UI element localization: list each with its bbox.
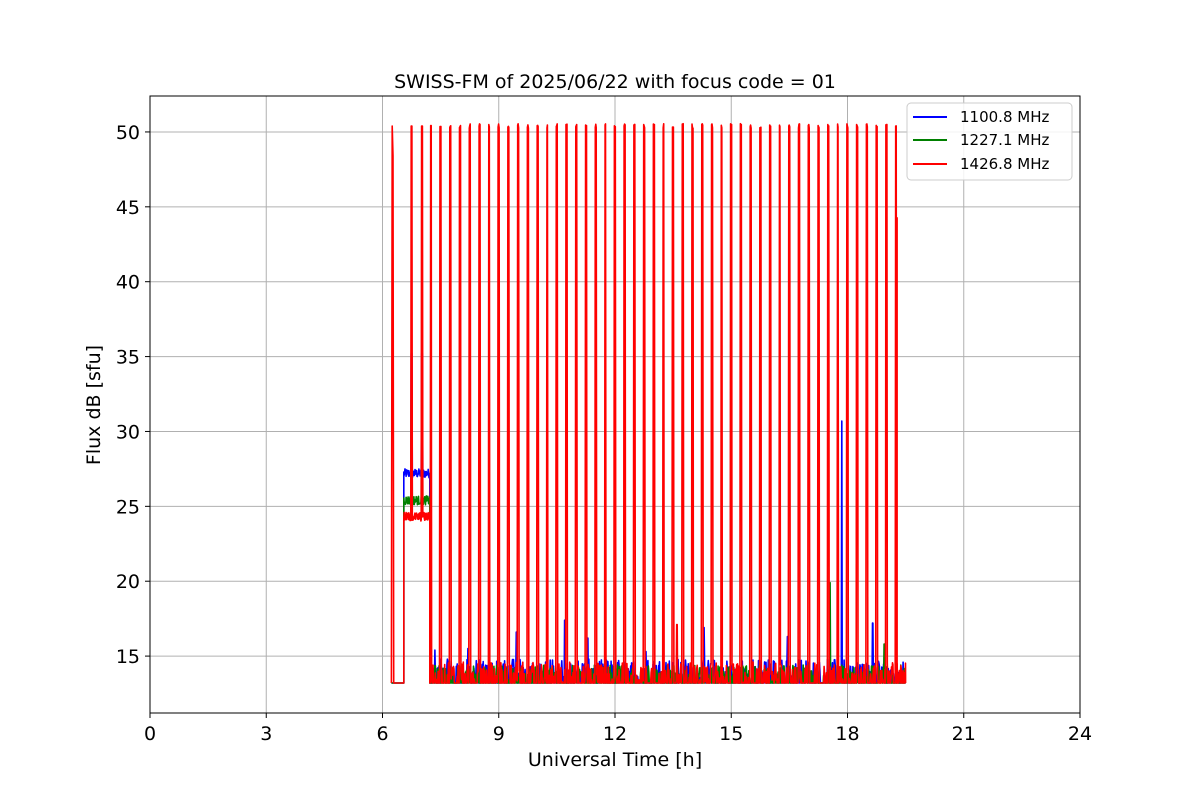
y-tick-label: 15: [116, 646, 140, 668]
y-tick-label: 50: [116, 122, 140, 144]
x-tick-label: 18: [835, 723, 859, 745]
x-tick-label: 15: [719, 723, 743, 745]
legend-label-1227: 1227.1 MHz: [960, 131, 1049, 149]
tick-layer: 0 3 6 9 12 15 18 21 24 15 20 25 30 35 40 45 50: [116, 122, 1092, 745]
x-tick-label: 21: [952, 723, 976, 745]
x-tick-label: 0: [144, 723, 156, 745]
legend-box: [906, 102, 1073, 181]
x-tick-label: 24: [1068, 723, 1092, 745]
x-tick-label: 3: [260, 723, 272, 745]
series-line: [390, 122, 907, 684]
chart-title: SWISS-FM of 2025/06/22 with focus code =…: [394, 71, 836, 93]
x-tick-label: 12: [603, 723, 627, 745]
x-tick-label: 9: [493, 723, 505, 745]
y-tick-label: 25: [116, 496, 140, 518]
y-tick-label: 45: [116, 197, 140, 219]
series-layer: [390, 122, 907, 684]
y-tick-label: 40: [116, 272, 140, 294]
y-axis-label: Flux dB [sfu]: [83, 345, 105, 465]
x-axis-label: Universal Time [h]: [528, 749, 702, 771]
x-tick-label: 6: [376, 723, 388, 745]
legend-label-1100: 1100.8 MHz: [960, 108, 1049, 126]
y-tick-label: 35: [116, 347, 140, 369]
y-tick-label: 20: [116, 571, 140, 593]
series-1426-8: [390, 122, 907, 684]
legend: 1100.8 MHz 1227.1 MHz 1426.8 MHz: [906, 102, 1073, 181]
legend-label-1426: 1426.8 MHz: [960, 155, 1049, 173]
y-tick-label: 30: [116, 421, 140, 443]
